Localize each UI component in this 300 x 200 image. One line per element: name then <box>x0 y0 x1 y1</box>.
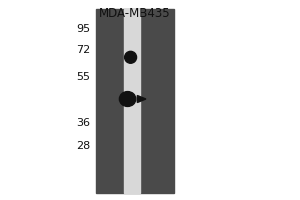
Bar <box>96 9 174 193</box>
Text: 95: 95 <box>76 24 90 34</box>
Text: MDA-MB435: MDA-MB435 <box>99 7 171 20</box>
Text: 55: 55 <box>76 72 90 82</box>
Text: 36: 36 <box>76 118 90 128</box>
Text: 28: 28 <box>76 141 90 151</box>
Text: 72: 72 <box>76 45 90 55</box>
Ellipse shape <box>124 51 136 63</box>
Polygon shape <box>137 96 146 103</box>
Ellipse shape <box>119 92 136 106</box>
Bar <box>124 9 140 193</box>
